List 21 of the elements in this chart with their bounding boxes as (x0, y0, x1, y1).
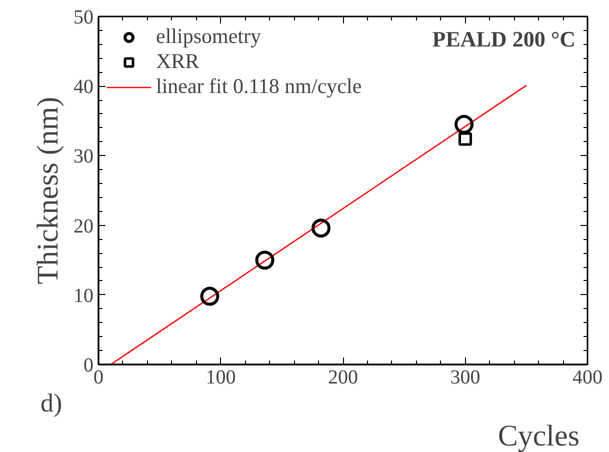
legend-label: ellipsometry (156, 24, 261, 49)
y-tick-label: 30 (74, 146, 94, 168)
x-tick-label: 400 (572, 366, 602, 388)
legend-label: XRR (156, 49, 200, 74)
x-axis-title: Cycles (498, 420, 580, 452)
x-tick-label: 200 (328, 366, 358, 388)
legend-label: linear fit 0.118 nm/cycle (156, 74, 362, 99)
text: d) (40, 388, 62, 418)
y-tick-label: 40 (74, 76, 94, 98)
x-tick-label: 100 (206, 366, 236, 388)
point (200, 286, 220, 306)
y-tick-label: 20 (74, 215, 94, 238)
point (311, 218, 330, 238)
y-axis-title: Thickness (nm) (32, 96, 64, 284)
point (454, 114, 474, 134)
x-tick-label: 300 (450, 366, 480, 388)
y-tick-label: 10 (74, 284, 94, 307)
point (255, 250, 274, 270)
annotation: PEALD 200 °C (432, 26, 576, 52)
y-tick-label: 50 (74, 6, 94, 28)
point (458, 132, 472, 146)
